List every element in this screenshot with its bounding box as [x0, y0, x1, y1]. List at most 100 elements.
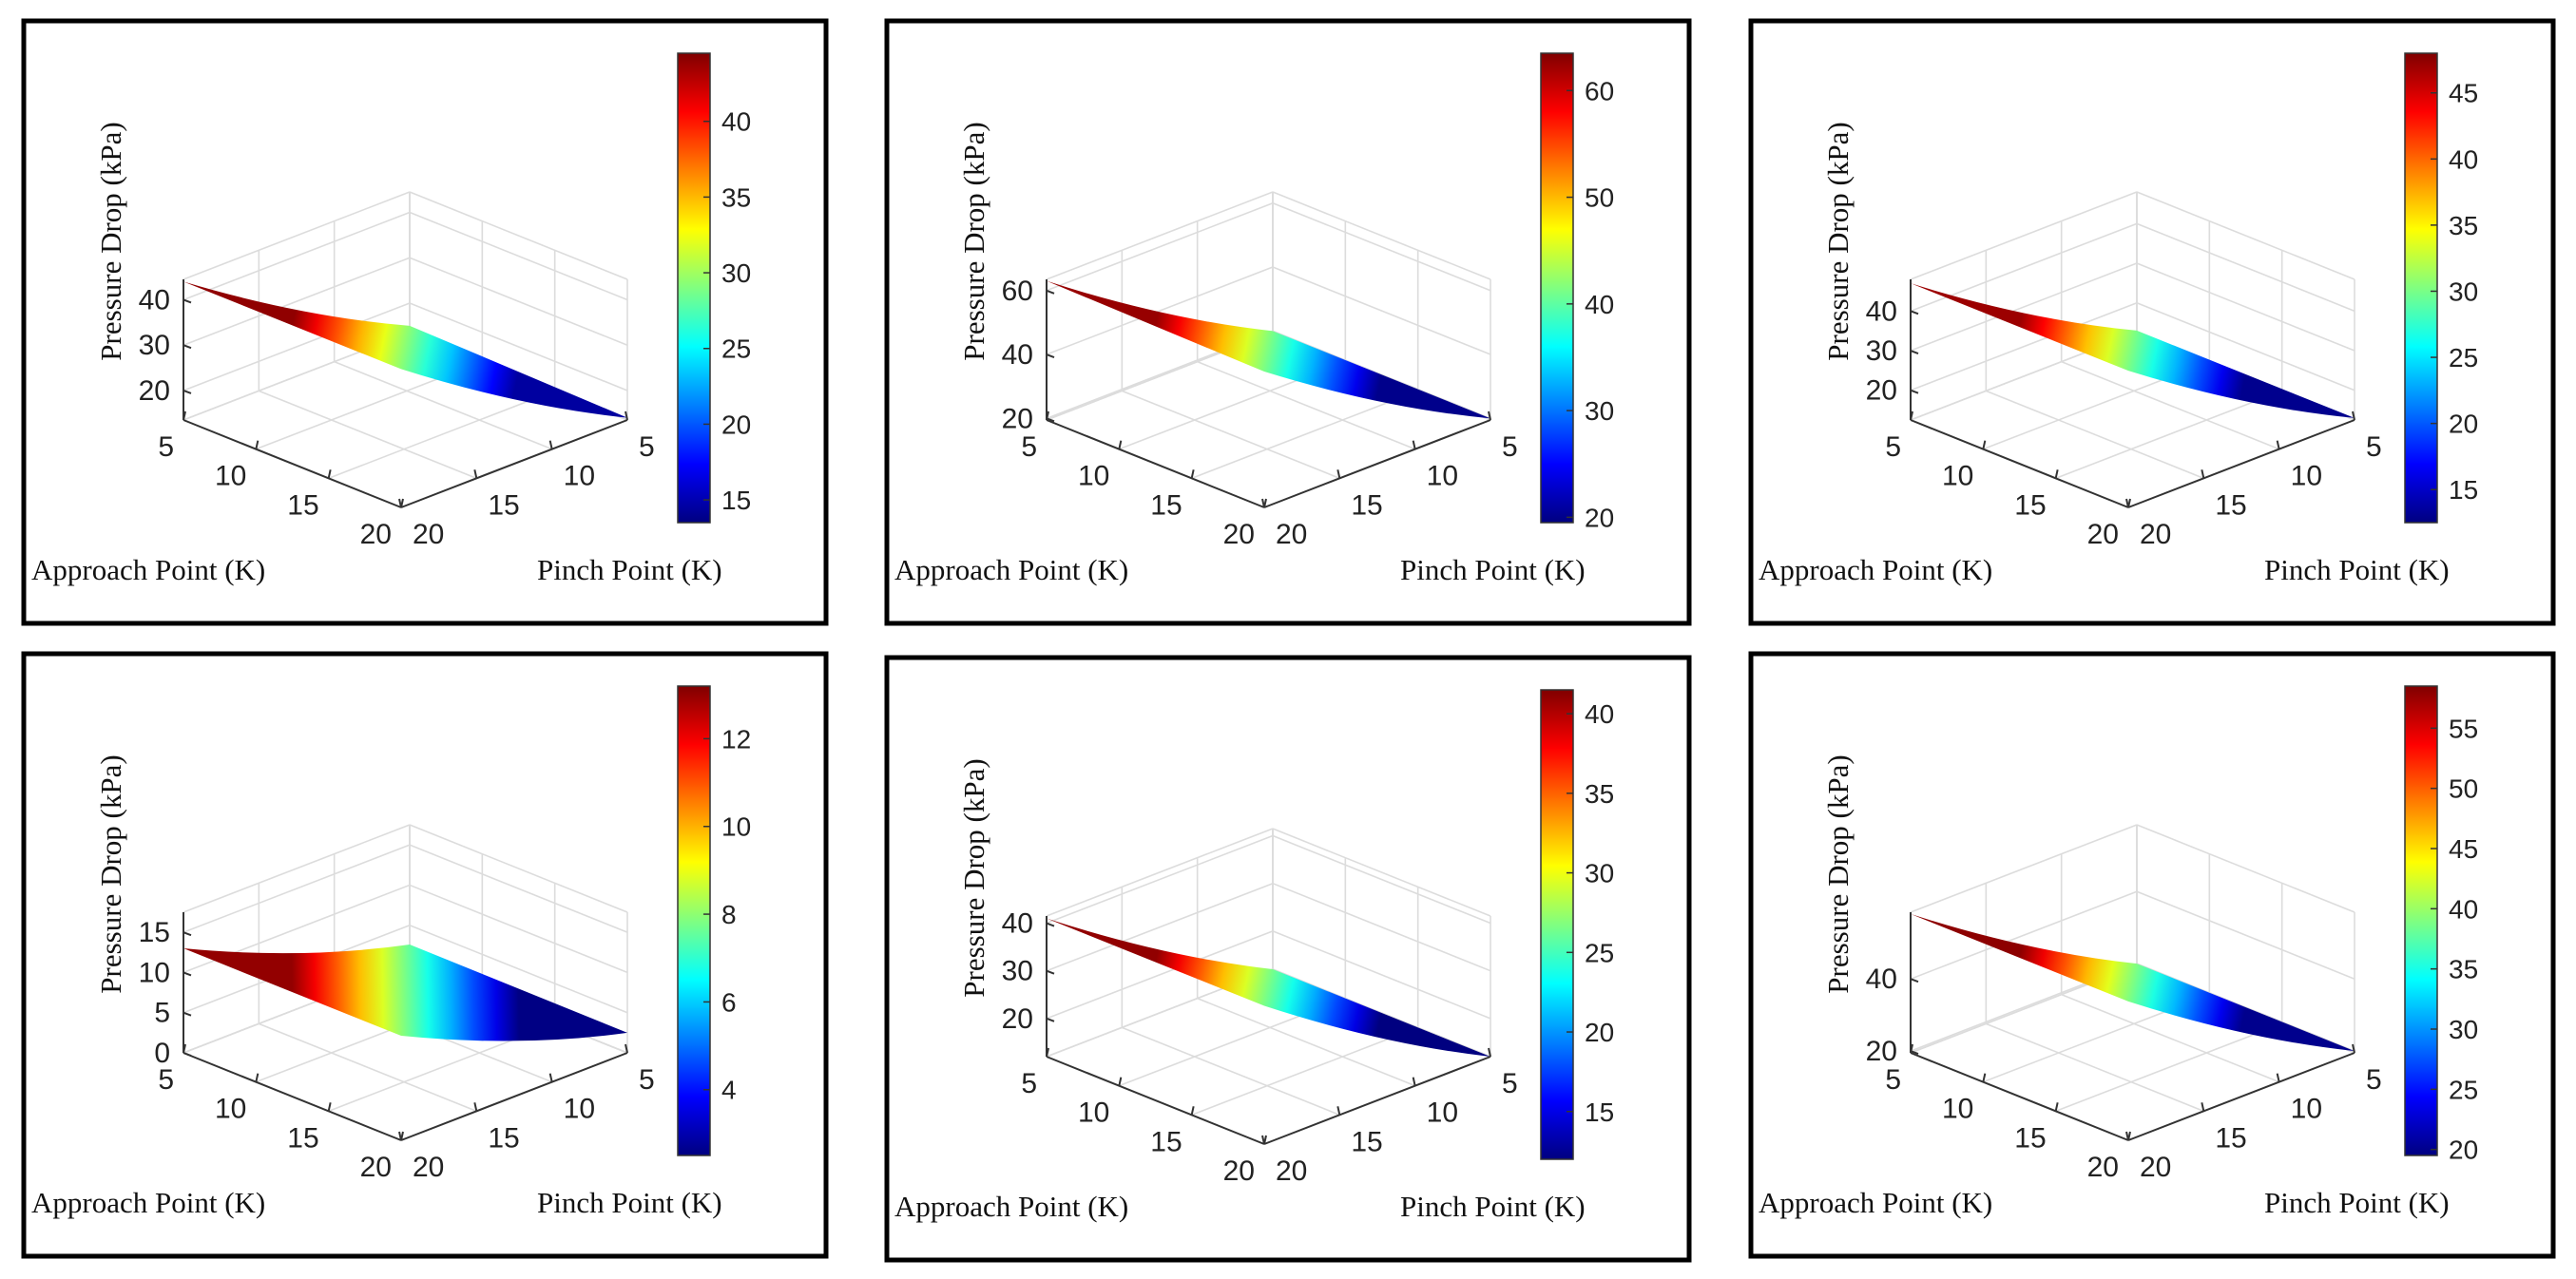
colorbar-tick-label: 25: [1585, 938, 1614, 967]
y-tick-label: 5: [1502, 1068, 1518, 1099]
z-tick-label: 5: [154, 998, 170, 1029]
colorbar-tick-label: 45: [2449, 79, 2478, 108]
x-tick-label: 15: [287, 1122, 318, 1154]
x-tick-label: 10: [1942, 461, 1973, 492]
x-tick-label: 15: [2014, 489, 2046, 521]
colorbar-tick-label: 8: [721, 900, 737, 929]
colorbar-tick-label: 25: [2449, 343, 2478, 372]
pressure-drop-surface: [1047, 280, 1490, 419]
y-tick-label: 10: [564, 461, 595, 492]
axis-lines: [1046, 279, 1491, 508]
colorbar: [2404, 685, 2438, 1156]
axis-lines: [1046, 916, 1491, 1145]
z-tick-label: 20: [1866, 1036, 1897, 1067]
colorbar-tick-label: 40: [1585, 699, 1614, 729]
y-tick-label: 5: [2366, 1064, 2382, 1096]
z-tick-label: 20: [139, 375, 170, 407]
colorbar-tick-label: 55: [2449, 714, 2478, 743]
x-tick-label: 10: [215, 461, 246, 492]
colorbar: [677, 52, 711, 524]
y-tick-label: 15: [1351, 1126, 1382, 1157]
colorbar-tick-label: 35: [721, 182, 751, 212]
axis-lines: [183, 912, 628, 1141]
colorbar-tick-label: 20: [2449, 1136, 2478, 1165]
colorbar-tick-label: 50: [2449, 774, 2478, 804]
y-tick-label: 15: [1351, 489, 1382, 521]
y-axis-label: Pinch Point (K): [537, 553, 722, 586]
colorbar-tick-label: 20: [2449, 410, 2478, 439]
colorbar-tick-label: 45: [2449, 834, 2478, 864]
x-tick-label: 5: [158, 1064, 174, 1096]
y-tick-label: 15: [488, 489, 519, 521]
axis-lines: [1910, 912, 2355, 1141]
chart-panel-5: 20 30 40 5 10 15 20 5 10 15 20 Approach Point (K) Pi…: [884, 655, 1692, 1263]
x-tick-label: 10: [1078, 1098, 1109, 1129]
colorbar-tick-label: 35: [2449, 211, 2478, 240]
z-tick-label: 40: [1002, 908, 1033, 940]
x-tick-label: 20: [2087, 1152, 2119, 1183]
colorbar-tick-label: 15: [721, 486, 751, 515]
pressure-drop-surface: [1911, 283, 2355, 418]
z-axis-label: Pressure Drop (kPa): [1821, 754, 1855, 993]
colorbar-tick-label: 20: [1585, 503, 1614, 532]
y-tick-label: 20: [413, 1152, 444, 1183]
axis-lines: [183, 279, 628, 508]
x-axis-label: Approach Point (K): [1759, 1186, 1992, 1219]
x-tick-label: 5: [1021, 431, 1037, 463]
z-tick-label: 30: [1866, 335, 1897, 367]
y-tick-label: 20: [413, 519, 444, 550]
y-tick-label: 15: [2215, 489, 2246, 521]
y-tick-label: 20: [1276, 519, 1307, 550]
pressure-drop-surface: [183, 281, 627, 418]
colorbar-tick-label: 40: [2449, 144, 2478, 174]
y-axis-label: Pinch Point (K): [1400, 553, 1586, 586]
x-tick-label: 20: [360, 519, 392, 550]
colorbar: [2404, 52, 2438, 524]
z-axis-label: Pressure Drop (kPa): [957, 758, 990, 997]
y-tick-label: 5: [639, 1064, 655, 1096]
y-tick-label: 5: [2366, 431, 2382, 463]
z-tick-label: 60: [1002, 276, 1033, 307]
y-axis-label: Pinch Point (K): [537, 1186, 722, 1219]
z-tick-label: 30: [1002, 956, 1033, 987]
colorbar-tick-label: 6: [721, 987, 737, 1017]
pressure-drop-surface: [1047, 918, 1490, 1057]
axis-lines: [1910, 279, 2355, 508]
x-tick-label: 10: [1942, 1094, 1973, 1125]
y-tick-label: 15: [488, 1122, 519, 1154]
colorbar-tick-label: 60: [1585, 76, 1614, 105]
colorbar-tick-label: 30: [2449, 277, 2478, 306]
y-tick-label: 20: [2140, 519, 2171, 550]
y-axis-label: Pinch Point (K): [1400, 1190, 1586, 1223]
colorbar-tick-label: 40: [1585, 290, 1614, 319]
z-tick-label: 15: [139, 917, 170, 948]
pressure-drop-surface: [183, 945, 627, 1041]
z-tick-label: 20: [1002, 403, 1033, 434]
x-axis-label: Approach Point (K): [894, 553, 1128, 586]
z-tick-label: 40: [1866, 964, 1897, 995]
colorbar-tick-label: 4: [721, 1076, 737, 1105]
colorbar-tick-label: 50: [1585, 183, 1614, 213]
colorbar-tick-label: 20: [721, 410, 751, 439]
colorbar-tick-label: 40: [2449, 894, 2478, 924]
z-tick-label: 40: [1866, 296, 1897, 327]
x-tick-label: 20: [2087, 519, 2119, 550]
x-tick-label: 5: [158, 431, 174, 463]
colorbar-tick-label: 10: [721, 812, 751, 842]
colorbar-tick-label: 15: [1585, 1098, 1614, 1127]
z-axis-label: Pressure Drop (kPa): [94, 122, 127, 360]
colorbar-tick-label: 30: [1585, 859, 1614, 888]
colorbar: [1540, 689, 1574, 1160]
colorbar-tick-label: 25: [2449, 1075, 2478, 1104]
pressure-drop-surface: [1911, 913, 2355, 1052]
z-axis-label: Pressure Drop (kPa): [1821, 122, 1855, 360]
y-tick-label: 10: [2291, 1094, 2322, 1125]
z-tick-label: 20: [1002, 1003, 1033, 1035]
x-tick-label: 20: [1223, 519, 1255, 550]
z-tick-label: 40: [1002, 339, 1033, 371]
colorbar: [1540, 52, 1574, 524]
chart-panel-3: 20 30 40 5 10 15 20 5 10 15 20 Approach Point (K) Pi…: [1748, 18, 2556, 626]
